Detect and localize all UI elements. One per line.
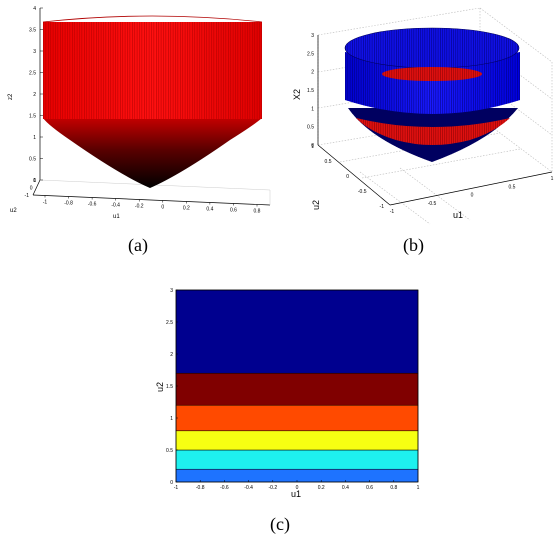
c-y-tick-label: 2 xyxy=(170,352,173,358)
c-y-tick-label: 1 xyxy=(170,416,173,422)
b-outer-cylinder-mesh xyxy=(345,52,520,114)
b-z-tick-label: 1.5 xyxy=(307,88,314,94)
a-z-tick-label: 3.5 xyxy=(29,28,36,34)
a-x-ticks: -1 -0.8 -0.6 -0.4 -0.2 0 0.2 0.4 0.6 0.8 xyxy=(43,195,261,215)
a-z-tick-label: 1 xyxy=(33,135,36,141)
a-caption: (a) xyxy=(128,235,148,256)
b-x-tick-label: 0 xyxy=(471,193,474,199)
panel-a: 0 0.5 1 1.5 2 2.5 3 3.5 4 -1 -0.8 -0.6 -0.4 -0.2 0 0.2… xyxy=(8,6,271,256)
a-zlabel: z2 xyxy=(8,93,14,100)
b-zlabel: X2 xyxy=(292,89,302,100)
a-cone-surface xyxy=(43,118,262,188)
c-x-tick-label: 0.8 xyxy=(390,485,397,491)
c-band-5 xyxy=(175,289,419,374)
b-z-tick-label: 2 xyxy=(311,70,314,76)
a-z-tick-label: 0.5 xyxy=(29,157,36,163)
c-x-ticks: -1 -0.8 -0.6 -0.4 -0.2 0 0.2 0.4 0.6 0.8 1 xyxy=(174,480,420,491)
b-y-ticks: -1 -0.5 0 0.5 1 xyxy=(311,144,384,210)
a-top-rim xyxy=(42,15,263,23)
a-x-tick-label: 0.2 xyxy=(183,206,190,212)
a-z-tick-label: 1.5 xyxy=(29,114,36,120)
c-x-tick-label: -0.6 xyxy=(220,485,229,491)
c-x-tick-label: -0.2 xyxy=(268,485,277,491)
a-x-tick-label: -0.2 xyxy=(135,204,144,210)
a-y-axis xyxy=(32,179,41,196)
a-y-tick-label: 1 xyxy=(33,178,36,184)
a-y-tick-label: -1 xyxy=(25,193,30,199)
a-cylinder-mesh xyxy=(43,22,262,119)
a-xlabel: u1 xyxy=(113,214,120,220)
b-caption: (b) xyxy=(403,235,424,256)
b-y-tick-label: 0.5 xyxy=(325,159,332,165)
b-x-tick-label: 0.5 xyxy=(509,184,516,190)
b-y-tick-label: -0.5 xyxy=(358,189,367,195)
c-x-tick-label: 0.2 xyxy=(318,485,325,491)
a-x-tick-label: -0.4 xyxy=(111,203,120,209)
b-z-tick-label: 1 xyxy=(311,106,314,112)
a-x-tick-label: -0.8 xyxy=(64,201,73,207)
a-z-tick-label: 2.5 xyxy=(29,71,36,77)
c-y-tick-label: 0.5 xyxy=(166,448,173,454)
b-inner-bottom-mesh xyxy=(382,67,482,81)
c-band-1 xyxy=(175,449,419,470)
b-z-ticks: 0 0.5 1 1.5 2 2.5 3 xyxy=(307,33,314,149)
a-x-tick-label: -1 xyxy=(43,200,48,206)
b-y-axis xyxy=(317,144,391,206)
b-x-ticks: -1 -0.5 0 0.5 1 xyxy=(390,176,554,215)
a-y-tick-label: 0 xyxy=(30,186,33,192)
c-x-tick-label: -1 xyxy=(174,485,179,491)
b-y-tick-label: 1 xyxy=(311,144,314,150)
c-y-tick-label: 2.5 xyxy=(166,320,173,326)
c-y-tick-label: 0 xyxy=(170,480,173,486)
a-x-tick-label: 0 xyxy=(161,205,164,211)
c-x-tick-label: 0 xyxy=(296,485,299,491)
c-heatmap-bands xyxy=(175,289,419,483)
b-z-tick-label: 0 xyxy=(311,143,314,149)
c-xlabel: u1 xyxy=(291,489,301,499)
c-caption: (c) xyxy=(270,514,290,535)
b-top-rim-mesh xyxy=(345,28,519,68)
a-x-tick-label: -0.6 xyxy=(88,202,97,208)
b-ylabel: u2 xyxy=(311,200,321,210)
a-ylabel: u2 xyxy=(10,208,17,214)
panel-c: -1 -0.8 -0.6 -0.4 -0.2 0 0.2 0.4 0.6 0.8 1 0 0.5 1 1.… xyxy=(155,288,420,535)
b-x-tick-label: 1 xyxy=(551,176,554,182)
c-band-2 xyxy=(175,430,419,451)
c-y-tick-label: 3 xyxy=(170,288,173,294)
b-xlabel: u1 xyxy=(453,210,463,220)
c-x-tick-label: -0.8 xyxy=(196,485,205,491)
c-ylabel: u2 xyxy=(155,382,165,392)
b-y-tick-label: 0 xyxy=(346,174,349,180)
panel-b: 0 0.5 1 1.5 2 2.5 3 -1 -0.5 0 0.5 1 -1 -0.5 0 0.5 1 X2… xyxy=(292,7,554,256)
a-z-tick-label: 3 xyxy=(33,49,36,55)
c-x-tick-label: 0.6 xyxy=(366,485,373,491)
b-x-tick-label: -1 xyxy=(390,209,395,215)
b-z-tick-label: 2.5 xyxy=(307,51,314,57)
c-y-ticks: 0 0.5 1 1.5 2 2.5 3 xyxy=(166,288,178,486)
c-x-tick-label: -0.4 xyxy=(244,485,253,491)
c-x-tick-label: 1 xyxy=(417,485,420,491)
c-band-3 xyxy=(175,404,419,432)
a-x-axis xyxy=(32,194,271,206)
a-x-tick-label: 0.8 xyxy=(254,209,261,215)
a-z-ticks: 0 0.5 1 1.5 2 2.5 3 3.5 4 xyxy=(29,6,43,184)
c-x-tick-label: 0.4 xyxy=(342,485,349,491)
a-x-tick-label: 0.6 xyxy=(230,208,237,214)
a-z-tick-label: 4 xyxy=(33,6,36,12)
c-y-tick-label: 1.5 xyxy=(166,384,173,390)
a-y-ticks: -101 xyxy=(25,178,37,199)
b-z-tick-label: 3 xyxy=(311,33,314,39)
a-x-tick-label: 0.4 xyxy=(206,207,213,213)
b-x-tick-label: -0.5 xyxy=(428,201,437,207)
b-x-axis xyxy=(389,171,553,206)
b-y-tick-label: -1 xyxy=(380,204,385,210)
a-z-tick-label: 0 xyxy=(33,178,36,184)
c-band-4 xyxy=(175,372,419,406)
b-z-tick-label: 0.5 xyxy=(307,125,314,131)
a-z-tick-label: 2 xyxy=(33,92,36,98)
b-inner-band-mesh xyxy=(356,118,510,145)
